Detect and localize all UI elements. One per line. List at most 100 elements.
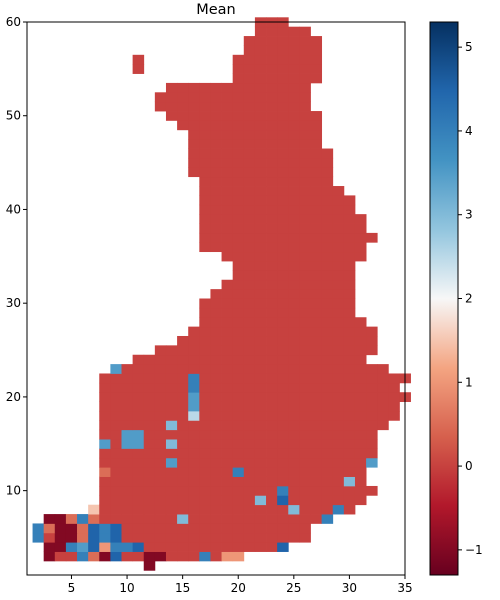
heatmap-cell [143, 354, 156, 365]
heatmap-cell [299, 317, 311, 328]
colorbar-ticks: −1 0 1 2 3 4 5 [458, 40, 483, 557]
heatmap-cell [188, 542, 200, 552]
heatmap-cell [210, 542, 222, 552]
heatmap-cell [210, 335, 222, 346]
heatmap-cell [177, 551, 189, 562]
heatmap-cell [254, 382, 267, 393]
heatmap-cell [354, 410, 367, 421]
heatmap-cell [310, 485, 323, 496]
heatmap-cell [232, 345, 245, 356]
heatmap-cell [43, 514, 56, 524]
heatmap-cell [232, 298, 245, 309]
heatmap-cell [321, 167, 334, 178]
heatmap-cell [321, 514, 334, 524]
heatmap-cell [210, 514, 222, 524]
heatmap-cell [388, 401, 400, 412]
heatmap-cell [299, 326, 311, 337]
heatmap-cell [232, 532, 245, 543]
heatmap-cell [310, 176, 323, 187]
heatmap-cell [143, 457, 156, 468]
heatmap-cell [299, 101, 311, 112]
heatmap-cell [154, 392, 167, 402]
heatmap-cell [277, 364, 289, 374]
heatmap-cell [277, 167, 289, 178]
heatmap-cell [165, 439, 178, 449]
heatmap-cell [332, 186, 345, 196]
heatmap-cell [266, 504, 278, 515]
heatmap-cell [88, 551, 100, 562]
heatmap-cell [210, 195, 222, 206]
heatmap-cell [343, 307, 356, 318]
heatmap-cell [299, 495, 311, 506]
heatmap-cell [177, 392, 189, 402]
heatmap-cell [321, 448, 334, 459]
heatmap-cell [65, 551, 78, 562]
heatmap-cell [288, 467, 300, 477]
heatmap-cell [243, 214, 256, 224]
heatmap-cell [299, 289, 311, 299]
heatmap-cell [354, 354, 367, 365]
heatmap-cell [199, 326, 211, 337]
heatmap-cell [266, 429, 278, 440]
heatmap-cell [199, 485, 211, 496]
heatmap-cell [299, 195, 311, 206]
heatmap-cell [210, 382, 222, 393]
heatmap-cell [299, 485, 311, 496]
heatmap-cell [143, 401, 156, 412]
heatmap-cell [266, 214, 278, 224]
heatmap-cell [143, 429, 156, 440]
heatmap-cell [321, 223, 334, 234]
heatmap-cell [288, 101, 300, 112]
heatmap-cell [254, 157, 267, 168]
heatmap-cell [288, 448, 300, 459]
heatmap-cell [310, 401, 323, 412]
heatmap-cell [221, 223, 234, 234]
heatmap-cell [288, 335, 300, 346]
heatmap-cell [310, 392, 323, 402]
heatmap-cell [210, 364, 222, 374]
heatmap-cell [221, 485, 234, 496]
heatmap-cell [221, 420, 234, 431]
heatmap-cell [343, 420, 356, 431]
heatmap-cell [254, 401, 267, 412]
heatmap-cell [177, 514, 189, 524]
heatmap-cell [221, 364, 234, 374]
heatmap-cell [277, 129, 289, 140]
heatmap-cell [288, 317, 300, 328]
heatmap-cell [243, 289, 256, 299]
heatmap-cell [288, 167, 300, 178]
heatmap-cell [177, 354, 189, 365]
heatmap-cell [232, 354, 245, 365]
heatmap-cell [243, 298, 256, 309]
heatmap-cell [288, 279, 300, 290]
heatmap-cell [177, 495, 189, 506]
heatmap-cell [254, 223, 267, 234]
heatmap-cell [332, 429, 345, 440]
heatmap-cell [310, 111, 323, 121]
heatmap-cell [110, 457, 122, 468]
heatmap-cell [343, 242, 356, 253]
heatmap-cell [288, 457, 300, 468]
heatmap-cell [310, 129, 323, 140]
heatmap-cell [121, 495, 134, 506]
heatmap-cell [199, 111, 211, 121]
heatmap-cell [299, 298, 311, 309]
heatmap-cell [154, 495, 167, 506]
heatmap-cell [88, 523, 100, 534]
heatmap-cell [232, 392, 245, 402]
heatmap-cell [332, 495, 345, 506]
heatmap-cell [299, 129, 311, 140]
heatmap-cell [321, 495, 334, 506]
heatmap-cell [210, 373, 222, 384]
heatmap-cell [221, 195, 234, 206]
heatmap-cell [232, 92, 245, 103]
heatmap-cell [221, 157, 234, 168]
heatmap-cell [165, 476, 178, 487]
heatmap-cell [154, 514, 167, 524]
heatmap-cell [288, 232, 300, 243]
heatmap-cell [132, 364, 145, 374]
heatmap-cell [65, 514, 78, 524]
heatmap-cell [321, 354, 334, 365]
heatmap-cell [354, 467, 367, 477]
heatmap-cell [177, 504, 189, 515]
